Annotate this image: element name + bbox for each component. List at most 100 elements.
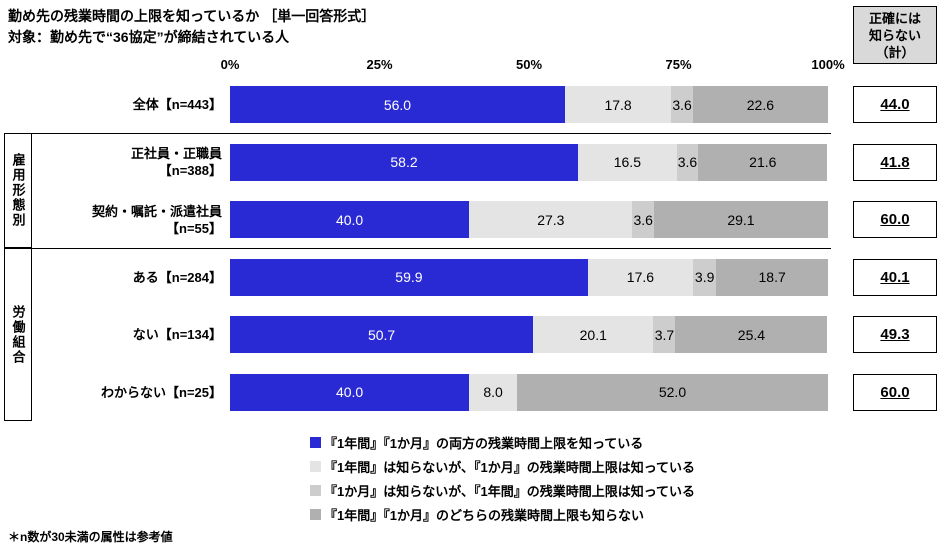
stacked-bar-row: 40.0 27.3 3.6 29.1	[230, 201, 828, 238]
legend-item: 『1年間』『1か月』の両方の残業時間上限を知っている	[310, 430, 695, 454]
bar-value-label: 22.6	[746, 96, 775, 113]
total-unknown-value: 44.0	[880, 96, 910, 113]
bar-value-label: 59.9	[395, 269, 423, 285]
total-unknown-value: 60.0	[880, 211, 910, 228]
total-unknown-value: 41.8	[880, 153, 910, 171]
legend-item: 『1年間』『1か月』のどちらの残業時間上限も知らない	[310, 502, 695, 526]
footnote: ＊n数が30未満の属性は参考値	[8, 530, 173, 544]
bar-segment: 59.9	[230, 258, 588, 296]
bar-value-label: 18.7	[758, 269, 786, 285]
row-label: ない【n=134】	[36, 316, 222, 353]
bar-segment: 22.6	[692, 86, 828, 123]
bar-segment: 17.8	[564, 86, 672, 123]
bar-value-label: 58.2	[390, 154, 418, 170]
stacked-bar-row: 40.0 8.0 52.0	[230, 373, 828, 411]
axis-tick: 75%	[665, 57, 692, 72]
bar-value-label: 25.4	[737, 326, 766, 343]
bar-value-label: 3.6	[677, 154, 698, 170]
page-title: 勤め先の残業時間の上限を知っているか ［単一回答形式］	[8, 8, 376, 24]
bar-segment: 16.5	[578, 143, 677, 181]
right-column-header: 正確には 知らない （計）	[853, 6, 937, 64]
legend-label: 『1年間』は知らないが、『1か月』の残業時間上限は知っている	[324, 459, 696, 475]
bar-segment: 3.6	[676, 143, 699, 181]
bar-segment: 25.4	[675, 316, 828, 353]
bar-segment: 3.6	[632, 201, 654, 238]
stacked-bar-row: 59.9 17.6 3.9 18.7	[230, 258, 828, 296]
bar-value-label: 56.0	[383, 96, 412, 113]
bar-value-label: 40.0	[335, 211, 364, 228]
group-separator-line	[4, 248, 831, 250]
bar-segment: 56.0	[230, 86, 565, 123]
bar-value-label: 29.1	[727, 211, 755, 228]
group-separator-line	[4, 133, 831, 135]
axis-tick: 100%	[811, 57, 845, 72]
bar-segment: 3.9	[693, 258, 717, 296]
total-unknown-box: 40.1	[853, 258, 937, 296]
stacked-bar-row: 58.2 16.5 3.6 21.6	[230, 143, 828, 181]
group-label-text: 労働組合	[10, 304, 26, 365]
legend-label: 『1か月』は知らないが、『1年間』の残業時間上限は知っている	[324, 483, 696, 499]
bar-value-label: 3.9	[694, 269, 715, 285]
bar-segment: 20.1	[533, 316, 654, 353]
group-label-box: 雇用形態別	[4, 133, 32, 249]
total-unknown-value: 60.0	[880, 383, 910, 401]
bar-segment: 3.6	[671, 86, 693, 123]
legend-item: 『1か月』は知らないが、『1年間』の残業時間上限は知っている	[310, 478, 695, 502]
bar-segment: 29.1	[653, 201, 828, 238]
bar-value-label: 20.1	[579, 326, 607, 343]
total-unknown-box: 60.0	[853, 201, 937, 238]
row-label: 正社員・正職員 【n=388】	[36, 144, 222, 181]
page-subtitle: 対象：勤め先で“36協定”が締結されている人	[8, 29, 290, 45]
bar-value-label: 8.0	[483, 384, 503, 400]
bar-segment: 50.7	[230, 316, 534, 353]
bar-value-label: 50.7	[367, 326, 396, 343]
total-unknown-box: 41.8	[853, 143, 937, 181]
row-label-text: 全体【n=443】	[132, 97, 222, 112]
total-unknown-box: 44.0	[853, 86, 937, 123]
legend: 『1年間』『1か月』の両方の残業時間上限を知っている『1年間』は知らないが、『1…	[310, 430, 695, 526]
group-label-text: 雇用形態別	[10, 153, 26, 229]
row-label-text: わからない【n=25】	[101, 384, 222, 400]
bar-value-label: 17.6	[626, 269, 655, 285]
legend-swatch	[310, 508, 321, 520]
stacked-bar-row: 56.0 17.8 3.6 22.6	[230, 86, 828, 123]
bar-segment: 8.0	[469, 373, 518, 411]
bar-value-label: 3.6	[672, 96, 692, 113]
bar-segment: 52.0	[517, 373, 828, 411]
row-label-text: ない【n=134】	[132, 327, 222, 342]
row-label: 全体【n=443】	[36, 86, 222, 123]
bar-segment: 3.7	[653, 316, 676, 353]
row-label-text: 契約・嘱託・派遣社員 【n=55】	[91, 203, 222, 236]
axis-tick: 50%	[515, 57, 543, 72]
bar-segment: 58.2	[230, 143, 579, 181]
bar-value-label: 3.7	[654, 326, 675, 343]
axis-tick: 0%	[220, 57, 240, 72]
bar-value-label: 3.6	[633, 211, 653, 228]
total-unknown-value: 49.3	[880, 326, 910, 343]
bar-value-label: 21.6	[749, 154, 777, 170]
bar-segment: 21.6	[698, 143, 828, 181]
total-unknown-value: 40.1	[880, 268, 910, 286]
row-label-text: ある【n=284】	[132, 269, 222, 285]
stacked-bar-row: 50.7 20.1 3.7 25.4	[230, 316, 828, 353]
legend-swatch	[310, 436, 321, 448]
total-unknown-box: 49.3	[853, 316, 937, 353]
bar-value-label: 27.3	[537, 211, 565, 228]
legend-swatch	[310, 460, 321, 472]
row-label: ある【n=284】	[36, 259, 222, 296]
bar-segment: 40.0	[230, 373, 470, 411]
bar-segment: 27.3	[469, 201, 633, 238]
row-label: わからない【n=25】	[36, 374, 222, 411]
axis-tick: 25%	[366, 57, 393, 72]
legend-label: 『1年間』『1か月』の両方の残業時間上限を知っている	[324, 435, 644, 451]
bar-value-label: 17.8	[604, 96, 632, 113]
row-label: 契約・嘱託・派遣社員 【n=55】	[36, 201, 222, 238]
bar-segment: 40.0	[230, 201, 470, 238]
group-label-box: 労働組合	[4, 248, 32, 421]
bar-value-label: 52.0	[658, 384, 687, 400]
bar-value-label: 40.0	[335, 384, 364, 400]
legend-swatch	[310, 484, 321, 496]
legend-label: 『1年間』『1か月』のどちらの残業時間上限も知らない	[324, 507, 644, 523]
bar-value-label: 16.5	[613, 154, 641, 170]
